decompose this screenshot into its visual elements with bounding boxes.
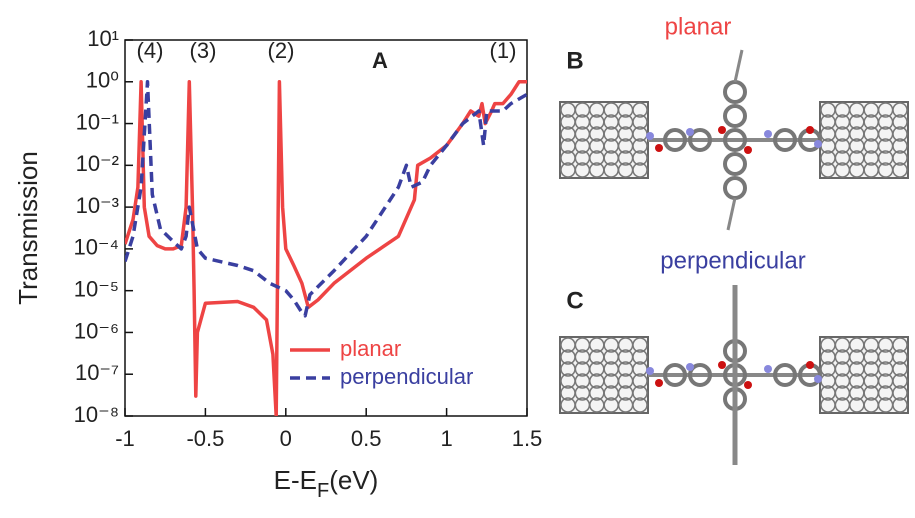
x-tick-label: -1 xyxy=(115,426,135,451)
annotation: (2) xyxy=(268,38,295,63)
x-axis-label: E-EF(eV) xyxy=(274,465,379,502)
side-chain xyxy=(728,198,735,230)
atom xyxy=(686,363,694,371)
figure: A Transmission E-EF(eV) planar B perpend… xyxy=(0,0,915,518)
y-tick-label: 10⁻¹ xyxy=(76,109,119,134)
atom xyxy=(646,367,654,375)
atom xyxy=(718,126,726,134)
side-chain xyxy=(735,50,742,82)
x-tick-label: 1.5 xyxy=(512,426,543,451)
atom xyxy=(744,381,752,389)
atom xyxy=(646,132,654,140)
atom xyxy=(764,130,772,138)
y-axis-label: Transmission xyxy=(13,151,43,305)
x-label-main: E-E xyxy=(274,465,317,495)
nanotube xyxy=(820,102,908,178)
x-label-unit: (eV) xyxy=(329,465,378,495)
x-tick-label: 0.5 xyxy=(351,426,382,451)
y-tick-label: 10⁻⁴ xyxy=(73,235,119,260)
x-tick-label: 1 xyxy=(440,426,452,451)
nanotube xyxy=(820,337,908,413)
benzene-ring xyxy=(725,82,745,102)
legend-label: planar xyxy=(340,336,401,361)
benzene-ring xyxy=(725,178,745,198)
atom xyxy=(814,140,822,148)
atom xyxy=(655,144,663,152)
y-tick-label: 10⁰ xyxy=(86,68,119,93)
y-tick-label: 10⁻³ xyxy=(76,193,119,218)
atom xyxy=(764,365,772,373)
benzene-ring xyxy=(725,154,745,174)
x-tick-label: 0 xyxy=(280,426,292,451)
x-tick-label: -0.5 xyxy=(186,426,224,451)
annotation: (4) xyxy=(137,38,164,63)
panel-label: C xyxy=(566,287,583,314)
x-label-sub: F xyxy=(317,480,329,502)
y-tick-label: 10⁻⁶ xyxy=(74,318,119,343)
atom xyxy=(655,379,663,387)
atom xyxy=(806,126,814,134)
y-tick-label: 10⁻² xyxy=(76,151,119,176)
atom xyxy=(744,146,752,154)
atom xyxy=(806,361,814,369)
panel-label: B xyxy=(566,47,583,74)
atom xyxy=(718,361,726,369)
benzene-ring xyxy=(725,106,745,126)
annotation: (3) xyxy=(190,38,217,63)
legend-label: perpendicular xyxy=(340,364,473,389)
nanotube xyxy=(560,102,648,178)
y-tick-label: 10¹ xyxy=(87,26,119,51)
chart-title: A xyxy=(372,48,388,73)
y-tick-label: 10⁻⁷ xyxy=(75,360,119,385)
atom xyxy=(686,128,694,136)
y-tick-label: 10⁻⁸ xyxy=(74,402,119,427)
annotation: (1) xyxy=(490,38,517,63)
panel-title: planar xyxy=(665,13,732,40)
plot-frame xyxy=(125,40,527,416)
nanotube xyxy=(560,337,648,413)
atom xyxy=(814,375,822,383)
panel-title: perpendicular xyxy=(660,247,805,274)
y-tick-label: 10⁻⁵ xyxy=(74,276,119,301)
